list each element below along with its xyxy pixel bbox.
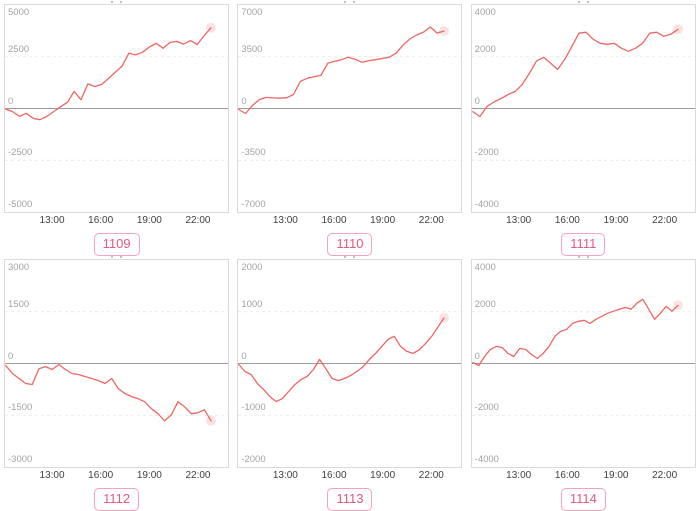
chart-plot-area[interactable]: 3000 1500 0 -1500 -3000	[4, 259, 229, 468]
chart-cell-1113: 2000 1000 0 -1000 -2000 13:00 16:00 19:00 22:00…	[233, 255, 466, 511]
x-axis-label: 19:00	[603, 470, 629, 481]
x-axis-label: 16:00	[321, 470, 347, 481]
clipped-chart-title	[233, 255, 466, 258]
chart-id-badge[interactable]: 1112	[94, 488, 140, 511]
end-point-marker	[439, 313, 450, 323]
clipped-chart-title	[233, 0, 466, 3]
chart-plot-area[interactable]: 2000 1000 0 -1000 -2000	[237, 259, 463, 468]
chart-plot-area[interactable]: 5000 2500 0 -2500 -5000	[4, 4, 229, 213]
clipped-chart-title	[467, 0, 700, 3]
x-axis-label: 19:00	[370, 470, 396, 481]
x-axis-label: 19:00	[136, 215, 162, 226]
x-axis-ticks: 13:00 16:00 19:00 22:00	[467, 469, 700, 484]
series-line	[5, 363, 212, 422]
x-axis-label: 16:00	[88, 470, 114, 481]
chart-cell-1112: 3000 1500 0 -1500 -3000 13:00 16:00 19:00 22:00…	[0, 255, 233, 511]
series-line	[238, 26, 445, 115]
line-chart-canvas	[5, 311, 228, 426]
x-axis-label: 16:00	[554, 470, 580, 481]
clipped-chart-title	[0, 0, 233, 3]
x-axis-label: 13:00	[272, 470, 298, 481]
chart-id-badge[interactable]: 1110	[327, 233, 373, 256]
series-line	[5, 27, 212, 121]
end-point-marker	[672, 300, 683, 311]
x-axis-label: 13:00	[39, 215, 65, 226]
end-point-marker	[206, 22, 216, 33]
line-chart-canvas	[238, 311, 462, 416]
chart-cell-1110: 7000 3500 0 -3500 -7000 13:00 16:00 19:00 22:00…	[233, 0, 466, 256]
x-axis-label: 13:00	[506, 215, 532, 226]
chart-plot-area[interactable]: 4000 2000 0 -2000 -4000	[470, 4, 696, 213]
x-axis-label: 16:00	[321, 215, 347, 226]
end-point-marker	[672, 24, 683, 35]
chart-id-badge[interactable]: 1111	[561, 233, 606, 256]
x-axis-ticks: 13:00 16:00 19:00 22:00	[467, 214, 700, 229]
x-axis-label: 19:00	[136, 470, 162, 481]
x-axis-ticks: 13:00 16:00 19:00 22:00	[233, 214, 466, 229]
chart-plot-area[interactable]: 7000 3500 0 -3500 -7000	[237, 4, 463, 213]
x-axis-ticks: 13:00 16:00 19:00 22:00	[0, 214, 233, 229]
x-axis-label: 13:00	[272, 215, 298, 226]
badge-row: 1113	[233, 488, 466, 511]
x-axis-label: 16:00	[88, 215, 114, 226]
clipped-chart-title	[467, 255, 700, 258]
x-axis-label: 19:00	[370, 215, 396, 226]
x-axis-ticks: 13:00 16:00 19:00 22:00	[233, 469, 466, 484]
line-chart-canvas	[471, 24, 695, 161]
badge-row: 1112	[0, 488, 233, 511]
x-axis-label: 22:00	[185, 470, 211, 481]
badge-row: 1110	[233, 233, 466, 256]
chart-id-badge[interactable]: 1114	[560, 488, 606, 511]
x-axis-label: 22:00	[418, 215, 444, 226]
chart-plot-area[interactable]: 4000 2000 0 -2000 -4000	[470, 259, 696, 468]
x-axis-ticks: 13:00 16:00 19:00 22:00	[0, 469, 233, 484]
badge-row: 1109	[0, 233, 233, 256]
line-chart-canvas	[471, 298, 695, 416]
x-axis-label: 19:00	[603, 215, 629, 226]
x-axis-label: 22:00	[418, 470, 444, 481]
x-axis-label: 22:00	[652, 215, 678, 226]
x-axis-label: 13:00	[39, 470, 65, 481]
line-chart-canvas	[238, 26, 462, 161]
series-line	[238, 317, 445, 403]
clipped-chart-title	[0, 255, 233, 258]
badge-row: 1114	[467, 488, 700, 511]
x-axis-label: 16:00	[554, 215, 580, 226]
series-line	[471, 298, 679, 367]
chart-cell-1109: 5000 2500 0 -2500 -5000 13:00 16:00 19:00 22:00…	[0, 0, 233, 256]
chart-cell-1111: 4000 2000 0 -2000 -4000 13:00 16:00 19:00 22:00…	[467, 0, 700, 256]
badge-row: 1111	[467, 233, 700, 256]
end-point-marker	[439, 26, 450, 36]
x-axis-label: 22:00	[185, 215, 211, 226]
x-axis-label: 22:00	[652, 470, 678, 481]
x-axis-label: 13:00	[506, 470, 532, 481]
chart-id-badge[interactable]: 1113	[327, 488, 373, 511]
series-line	[471, 28, 679, 118]
line-chart-canvas	[5, 22, 228, 161]
end-point-marker	[206, 415, 216, 426]
chart-cell-1114: 4000 2000 0 -2000 -4000 13:00 16:00 19:00 22:00…	[467, 255, 700, 511]
chart-id-badge[interactable]: 1109	[93, 233, 140, 256]
